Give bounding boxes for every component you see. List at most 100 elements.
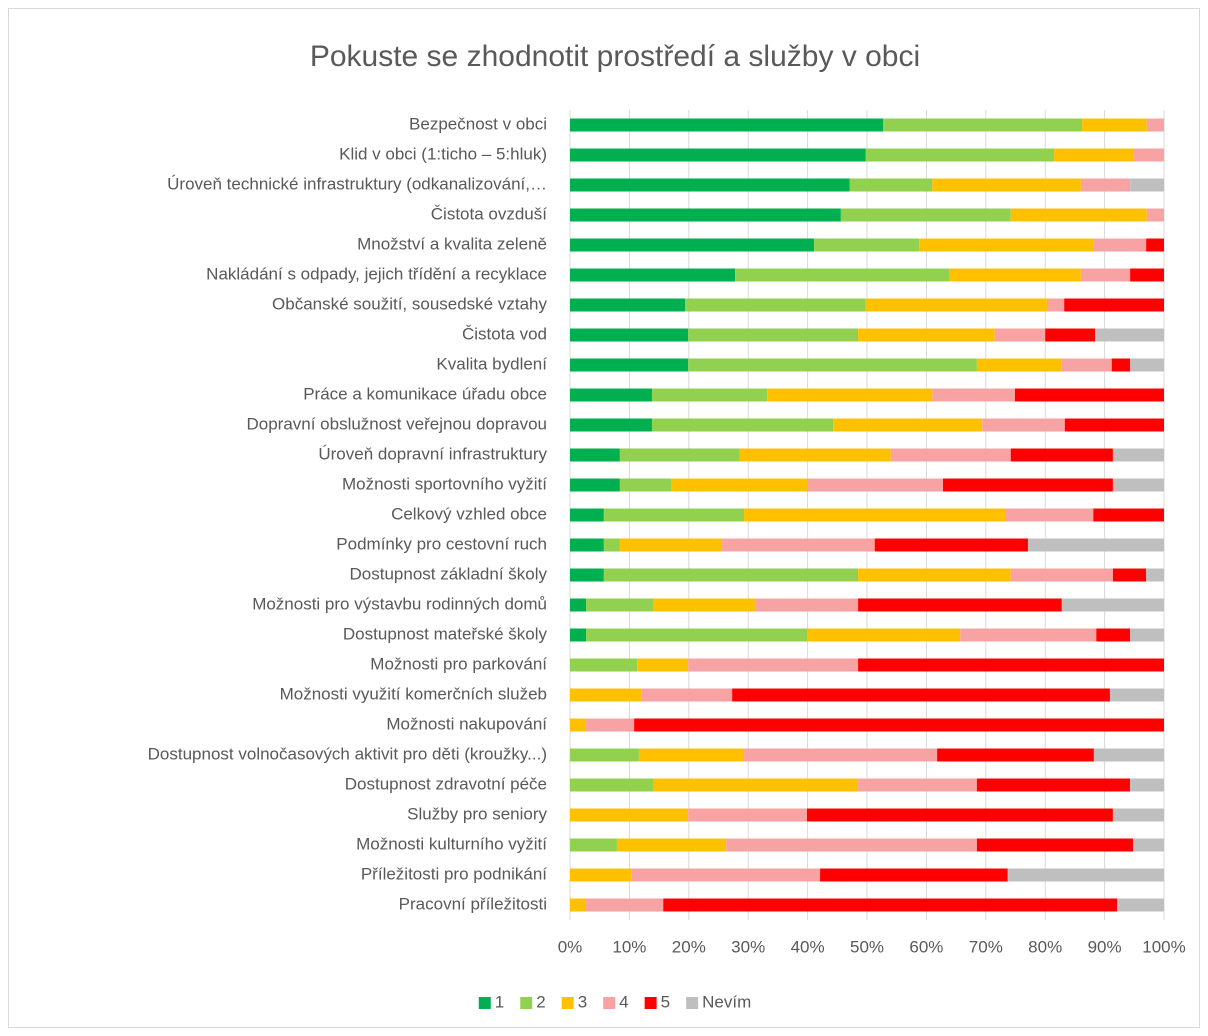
y-tick-label: Bezpečnost v obci: [409, 114, 547, 133]
bar-segment: [1112, 478, 1164, 492]
bar-segment: [1064, 418, 1164, 432]
bar-segment: [807, 808, 1113, 822]
bar-segment: [807, 478, 944, 492]
y-tick-label: Služby pro seniory: [407, 804, 547, 823]
bar-segment: [570, 748, 639, 762]
bar-segment: [732, 688, 1110, 702]
bar-segment: [570, 358, 689, 372]
x-tick-label: 50%: [850, 937, 884, 956]
bar-segment: [619, 448, 740, 462]
bar-segment: [1146, 238, 1164, 252]
x-tick-label: 0%: [558, 937, 583, 956]
y-tick-label: Množství a kvalita zeleně: [357, 234, 547, 253]
bar-segment: [570, 448, 620, 462]
bar-segment: [948, 268, 1081, 282]
bar-segment: [1093, 748, 1164, 762]
bar-segment: [833, 418, 983, 432]
bar-segment: [1095, 328, 1164, 342]
y-tick-label: Čistota vod: [462, 324, 547, 343]
bar-segment: [688, 328, 859, 342]
bar-segment: [634, 718, 1164, 732]
bar-segment: [865, 148, 1055, 162]
bar-segment: [1007, 868, 1164, 882]
y-tick-label: Kvalita bydlení: [436, 354, 547, 373]
bar-segment: [616, 838, 727, 852]
bar-segment: [865, 298, 1047, 312]
bar-segment: [722, 538, 875, 552]
legend-label: 5: [661, 992, 670, 1011]
bar-segment: [1064, 298, 1164, 312]
bar-segment: [820, 868, 1008, 882]
bar-segment: [603, 568, 859, 582]
bar-segment: [1005, 508, 1094, 522]
bar-segment: [858, 778, 977, 792]
y-tick-label: Občanské soužití, sousedské vztahy: [272, 294, 547, 313]
x-tick-label: 20%: [672, 937, 706, 956]
bar-segment: [570, 568, 604, 582]
bar-segment: [814, 238, 920, 252]
bar-segment: [570, 868, 632, 882]
y-tick-label: Dostupnost základní školy: [350, 564, 548, 583]
bar-segment: [603, 538, 620, 552]
x-tick-label: 100%: [1142, 937, 1185, 956]
bar-segment: [726, 838, 977, 852]
bar-segment: [976, 838, 1134, 852]
bar-segment: [1046, 298, 1065, 312]
bar-segment: [570, 718, 587, 732]
bar-segment: [570, 688, 642, 702]
bar-segment: [1010, 568, 1113, 582]
bar-segment: [1133, 148, 1164, 162]
legend-swatch: [644, 997, 657, 1009]
bar-segment: [1045, 328, 1096, 342]
bar-segment: [1080, 178, 1131, 192]
bar-segment: [919, 238, 1094, 252]
bar-segment: [651, 418, 834, 432]
bar-segment: [858, 568, 1011, 582]
bar-segment: [976, 358, 1062, 372]
bar-segment: [570, 538, 604, 552]
x-tick-label: 40%: [791, 937, 825, 956]
y-tick-label: Pracovní příležitosti: [399, 894, 547, 913]
bar-segment: [651, 388, 768, 402]
bar-segment: [739, 448, 891, 462]
bar-segment: [1130, 178, 1164, 192]
bar-segment: [637, 658, 689, 672]
bar-segment: [1130, 358, 1164, 372]
bar-segment: [1010, 208, 1147, 222]
bar-segment: [735, 268, 949, 282]
y-tick-label: Klid v obci (1:ticho – 5:hluk): [339, 144, 547, 163]
bar-segment: [688, 808, 808, 822]
y-tick-label: Možnosti kulturního vyžití: [356, 834, 547, 853]
y-tick-label: Celkový vzhled obce: [391, 504, 547, 523]
bar-segment: [858, 328, 995, 342]
bar-segment: [570, 418, 652, 432]
y-tick-label: Možnosti pro parkování: [370, 654, 547, 673]
bar-segment: [1117, 898, 1164, 912]
bar-segment: [570, 808, 689, 822]
bar-segment: [890, 448, 1011, 462]
bar-segment: [638, 748, 745, 762]
bar-segment: [1130, 778, 1164, 792]
bar-segment: [570, 208, 841, 222]
bar-segment: [688, 658, 859, 672]
bar-segment: [1096, 628, 1131, 642]
y-tick-label: Možnosti nakupování: [386, 714, 547, 733]
bar-segment: [932, 388, 1015, 402]
y-tick-label: Úroveň technické infrastruktury (odkanal…: [167, 174, 547, 193]
bar-segment: [1112, 808, 1164, 822]
bar-segment: [586, 628, 808, 642]
y-tick-label: Úroveň dopravní infrastruktury: [318, 444, 547, 463]
bar-segment: [744, 508, 1006, 522]
y-tick-label: Příležitosti pro podnikání: [361, 864, 547, 883]
bar-segment: [603, 508, 745, 522]
bar-segment: [1130, 268, 1164, 282]
bar-segment: [1061, 598, 1164, 612]
y-tick-label: Čistota ovzduší: [431, 204, 547, 223]
bar-segment: [570, 148, 866, 162]
bar-segment: [1093, 238, 1147, 252]
legend-swatch: [561, 997, 574, 1009]
bar-segment: [570, 238, 815, 252]
bar-segment: [937, 748, 1094, 762]
bar-segment: [755, 598, 859, 612]
